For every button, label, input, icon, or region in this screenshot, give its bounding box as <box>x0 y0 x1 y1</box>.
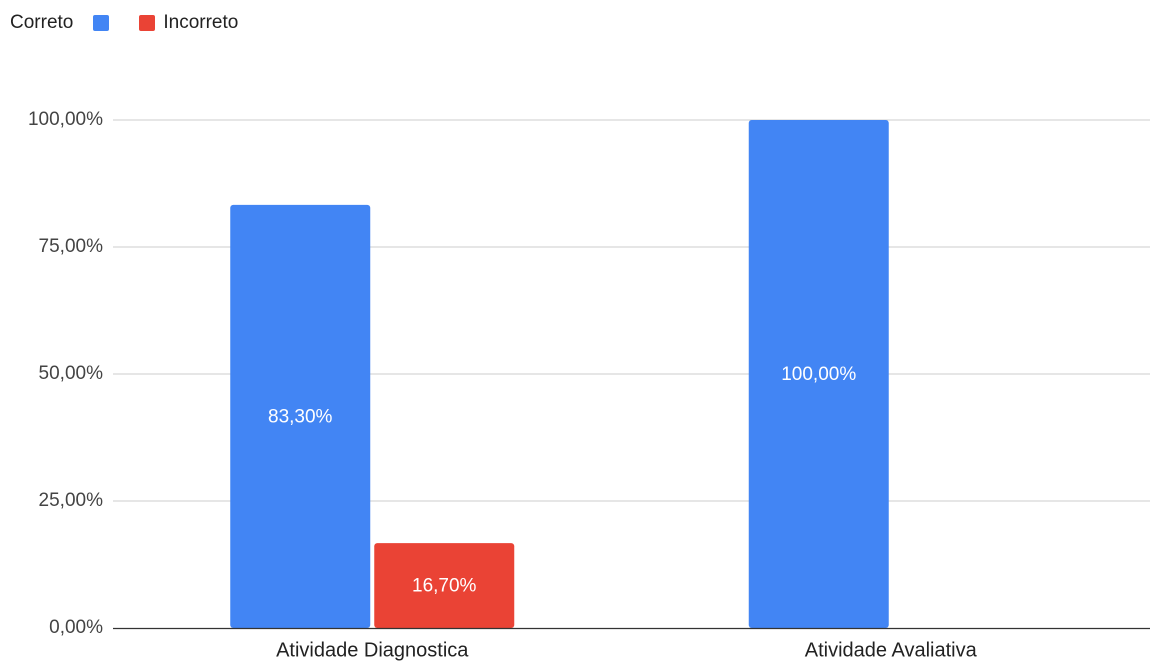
legend-item-correto[interactable]: Correto <box>10 12 139 34</box>
bar-incorreto-0 <box>374 543 515 628</box>
y-tick-label: 75,00% <box>39 236 104 257</box>
legend-item-incorreto[interactable]: Incorreto <box>139 12 238 34</box>
chart-legend: Correto Incorreto <box>10 11 238 35</box>
legend-swatch-incorreto <box>139 15 156 31</box>
y-tick-label: 0,00% <box>49 617 103 638</box>
data-label: 83,30% <box>268 406 333 427</box>
bar-correto-1 <box>748 120 889 628</box>
legend-label-correto: Correto <box>10 12 74 33</box>
x-tick-label: Atividade Diagnostica <box>276 639 469 661</box>
bar-correto-0 <box>230 204 371 628</box>
data-label: 16,70% <box>412 576 477 597</box>
y-tick-label: 100,00% <box>28 109 103 130</box>
legend-label-incorreto: Incorreto <box>163 12 239 33</box>
y-tick-label: 25,00% <box>39 490 104 511</box>
legend-swatch-correto <box>93 15 110 31</box>
data-label: 100,00% <box>781 364 856 385</box>
x-tick-label: Atividade Avaliativa <box>805 639 978 661</box>
y-tick-label: 50,00% <box>39 363 104 384</box>
